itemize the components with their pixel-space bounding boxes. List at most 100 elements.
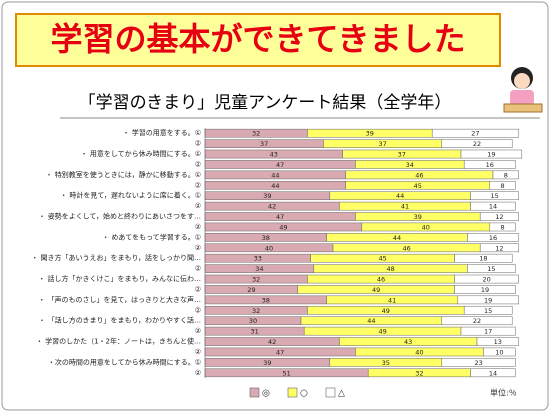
value-label: 38 [262, 296, 270, 304]
value-label: 44 [271, 182, 279, 190]
value-label: 22 [473, 140, 481, 148]
y-tick-label: ・ 聞き方「あいうえお」をまもり，話をしっかり聞… [31, 253, 201, 262]
value-label: 47 [276, 161, 284, 169]
value-label: 43 [404, 338, 412, 346]
value-label: 48 [386, 265, 394, 273]
bar-segment [463, 160, 516, 169]
value-label: 40 [415, 348, 423, 356]
bar-segment [492, 170, 519, 180]
value-label: 47 [276, 348, 284, 356]
value-label: 8 [501, 223, 505, 231]
bar-segment [470, 191, 519, 201]
value-label: 47 [276, 213, 284, 221]
legend-swatch [249, 387, 260, 398]
value-label: 40 [422, 223, 430, 231]
bar-segment [489, 222, 516, 232]
y-tick-label: ・ 「話し方のきまり」をまもり，わかりやすく話… [38, 316, 201, 325]
y-tick-label: ・ 学習の用意をする。① [122, 128, 201, 137]
illustration [503, 67, 543, 113]
chart-title: 「学習のきまり」児童アンケート結果（全学年） [79, 93, 452, 113]
value-label: 49 [378, 328, 386, 336]
y-tick-label: ② [195, 265, 201, 273]
value-label: 39 [414, 213, 422, 221]
value-label: 19 [481, 286, 489, 294]
y-tick-label: ② [195, 306, 201, 314]
y-tick-label: ② [195, 327, 201, 335]
value-label: 42 [268, 338, 276, 346]
value-label: 43 [270, 151, 278, 159]
value-label: 46 [377, 276, 385, 284]
y-tick-label: ・ 話し方「かきくけこ」をまもり，みんなに伝わ… [38, 274, 201, 283]
legend-swatch [325, 387, 336, 398]
bar-segment [454, 253, 513, 263]
value-label: 37 [398, 151, 406, 159]
value-label: 44 [396, 192, 404, 200]
value-label: 8 [501, 182, 505, 190]
bar-segment [454, 274, 519, 284]
value-label: 13 [494, 338, 502, 346]
bar-segment [467, 233, 519, 242]
value-label: 49 [372, 286, 380, 294]
value-label: 15 [484, 307, 492, 315]
bar-segment [467, 264, 516, 273]
banner-title: 学習の基本ができてきました [50, 20, 465, 58]
bar-segment [454, 285, 516, 294]
value-label: 29 [247, 286, 255, 294]
value-label: 44 [393, 234, 401, 242]
value-label: 45 [414, 182, 422, 190]
value-label: 20 [482, 276, 490, 284]
banner [15, 13, 501, 67]
y-tick-label: ② [195, 348, 201, 356]
value-label: 8 [504, 171, 508, 179]
value-label: 32 [415, 369, 423, 377]
legend-label: △ [338, 389, 345, 399]
y-tick-label: ・次の時間の用意をしてから休み時間にする。① [48, 357, 201, 366]
value-label: 33 [254, 255, 262, 263]
value-label: 31 [250, 328, 258, 336]
value-label: 19 [487, 151, 495, 159]
value-label: 12 [495, 213, 503, 221]
value-label: 51 [282, 369, 290, 377]
value-label: 49 [382, 307, 390, 315]
y-tick-label: ・ 学習のしかた（1・2年：ノートは，きちんと使… [36, 337, 201, 346]
bar-segment [457, 295, 519, 305]
value-label: 46 [415, 171, 423, 179]
value-label: 19 [484, 296, 492, 304]
bar-segment [463, 305, 513, 315]
bar-segment [460, 326, 516, 336]
value-label: 32 [252, 276, 260, 284]
value-label: 45 [378, 255, 386, 263]
value-label: 16 [489, 234, 497, 242]
value-label: 34 [255, 265, 263, 273]
value-label: 15 [490, 192, 498, 200]
value-label: 22 [473, 317, 481, 325]
y-tick-label: ・ 用意をしてから休み時間にする。① [81, 149, 201, 158]
value-label: 32 [252, 130, 260, 138]
y-tick-label: ② [195, 181, 201, 189]
value-label: 32 [252, 307, 260, 315]
y-tick-label: ② [195, 140, 201, 148]
unit-label: 単位:％ [490, 388, 517, 398]
value-label: 39 [366, 130, 374, 138]
bar-segment [476, 337, 519, 346]
value-label: 41 [401, 203, 409, 211]
bar-segment [441, 358, 516, 367]
legend-label: ◎ [262, 389, 270, 399]
bar-segment [479, 243, 519, 253]
y-tick-label: ・ 時計を見て，遅れないように席に着く。① [60, 191, 201, 200]
legend-swatch [287, 387, 298, 398]
y-tick-label: ② [195, 369, 201, 377]
value-label: 44 [367, 317, 375, 325]
value-label: 34 [406, 161, 414, 169]
value-label: 23 [474, 359, 482, 367]
value-label: 46 [402, 244, 410, 252]
value-label: 37 [378, 140, 386, 148]
y-tick-label: ・ 特別教室を使うときには，静かに移動する。① [46, 170, 202, 179]
bar-segment [483, 347, 516, 357]
y-tick-label: ・ 姿勢をよくして，始めと終わりにあいさつをす… [38, 212, 201, 221]
value-label: 41 [388, 296, 396, 304]
y-tick-label: ② [195, 244, 201, 252]
bar-segment [441, 139, 513, 148]
bar-segment [441, 316, 513, 326]
